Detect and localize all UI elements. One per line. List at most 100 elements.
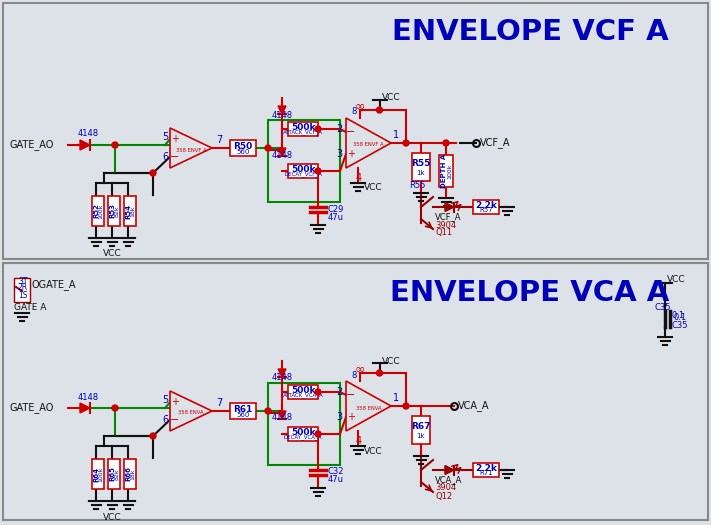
Bar [3, 3, 708, 259]
Text: 0.1: 0.1 [673, 312, 686, 321]
Text: 4148: 4148 [272, 414, 292, 423]
Bar [108, 459, 120, 489]
Circle shape [315, 389, 321, 395]
Text: 358 ENVF A: 358 ENVF A [176, 148, 206, 152]
Text: +: + [347, 149, 355, 159]
Text: 7: 7 [216, 398, 223, 408]
Text: 3T: 3T [18, 277, 28, 286]
Circle shape [265, 408, 271, 414]
Text: R66: R66 [125, 467, 132, 481]
Text: 560: 560 [236, 412, 250, 417]
Circle shape [315, 431, 321, 437]
Polygon shape [170, 128, 212, 168]
Text: ENVELOPE VCF A: ENVELOPE VCF A [392, 18, 668, 46]
Text: DECAY_VCA_A: DECAY_VCA_A [284, 434, 322, 440]
Text: 47u: 47u [328, 476, 344, 485]
Text: 2.2k: 2.2k [475, 201, 497, 210]
Bar [268, 383, 340, 465]
Text: R54: R54 [125, 203, 132, 218]
Text: 1S: 1S [18, 290, 28, 299]
Text: 358 ENVF A: 358 ENVF A [353, 142, 384, 148]
Text: 4: 4 [356, 436, 362, 446]
Text: R71: R71 [479, 470, 493, 476]
Polygon shape [346, 118, 391, 168]
Text: GATE_AO: GATE_AO [10, 403, 54, 414]
Bar [288, 427, 318, 441]
Text: DECAY_VCF_A: DECAY_VCF_A [284, 171, 322, 177]
Text: GATE_AO: GATE_AO [10, 140, 54, 151]
Circle shape [403, 403, 409, 409]
Bar [92, 459, 104, 489]
Text: VCC: VCC [382, 93, 400, 102]
Text: DEPTH A: DEPTH A [441, 154, 447, 188]
Text: +: + [347, 412, 355, 422]
Circle shape [443, 140, 449, 146]
Circle shape [265, 145, 271, 151]
Bar [230, 403, 256, 419]
Text: R52: R52 [93, 204, 100, 218]
Text: 560: 560 [236, 149, 250, 154]
Text: 18k: 18k [131, 468, 136, 480]
Circle shape [315, 126, 321, 132]
Text: +: + [171, 397, 179, 407]
Text: 82k: 82k [114, 205, 119, 217]
Text: ∞: ∞ [354, 100, 365, 112]
Circle shape [112, 142, 118, 148]
Polygon shape [346, 381, 391, 431]
Bar [412, 153, 430, 181]
Text: VCA_A: VCA_A [435, 476, 462, 485]
Text: 2R: 2R [18, 284, 28, 292]
Polygon shape [80, 140, 90, 150]
Text: −: − [346, 390, 356, 400]
Bar [14, 278, 30, 302]
Text: R57: R57 [479, 207, 493, 213]
Text: 1k: 1k [417, 433, 425, 439]
Circle shape [315, 168, 321, 174]
Text: VCC: VCC [364, 446, 383, 456]
Text: −: − [346, 127, 356, 137]
Text: Q12: Q12 [435, 491, 452, 500]
Bar [124, 196, 136, 226]
Text: 500k: 500k [291, 428, 315, 437]
Text: OGATE_A: OGATE_A [32, 279, 77, 290]
Text: R53: R53 [109, 204, 115, 218]
Text: 7: 7 [216, 135, 223, 145]
Bar [108, 196, 120, 226]
Bar [3, 263, 708, 520]
Text: 2: 2 [336, 124, 342, 134]
Polygon shape [278, 106, 286, 114]
Text: 100k: 100k [447, 163, 452, 179]
Text: 82k: 82k [114, 468, 119, 480]
Circle shape [377, 370, 383, 376]
Bar [439, 155, 453, 187]
Text: 100k: 100k [99, 203, 104, 219]
Text: 500k: 500k [291, 165, 315, 174]
Text: 4148: 4148 [272, 151, 292, 160]
Text: 4148: 4148 [272, 110, 292, 120]
Text: 4148: 4148 [77, 393, 99, 402]
Circle shape [112, 405, 118, 411]
Polygon shape [278, 148, 286, 156]
Text: VCC: VCC [667, 276, 685, 285]
Text: ENVELOPE VCA A: ENVELOPE VCA A [390, 279, 670, 307]
Text: 4148: 4148 [77, 130, 99, 139]
Text: VCC: VCC [364, 184, 383, 193]
Bar [288, 164, 318, 178]
Text: 8: 8 [351, 371, 357, 380]
Bar [288, 122, 318, 136]
Circle shape [150, 170, 156, 176]
Polygon shape [170, 391, 212, 431]
Text: 500k: 500k [291, 123, 315, 132]
Bar [124, 459, 136, 489]
Text: 5: 5 [162, 395, 169, 405]
Text: VCC: VCC [102, 249, 122, 258]
Text: C35: C35 [672, 320, 688, 330]
Text: 1k: 1k [417, 170, 425, 176]
Text: VCC: VCC [102, 512, 122, 521]
Text: 3904: 3904 [435, 484, 456, 492]
Text: 47u: 47u [328, 213, 344, 222]
Bar [412, 416, 430, 444]
Text: 500k: 500k [291, 386, 315, 395]
Text: 1: 1 [393, 393, 399, 403]
Circle shape [150, 433, 156, 439]
